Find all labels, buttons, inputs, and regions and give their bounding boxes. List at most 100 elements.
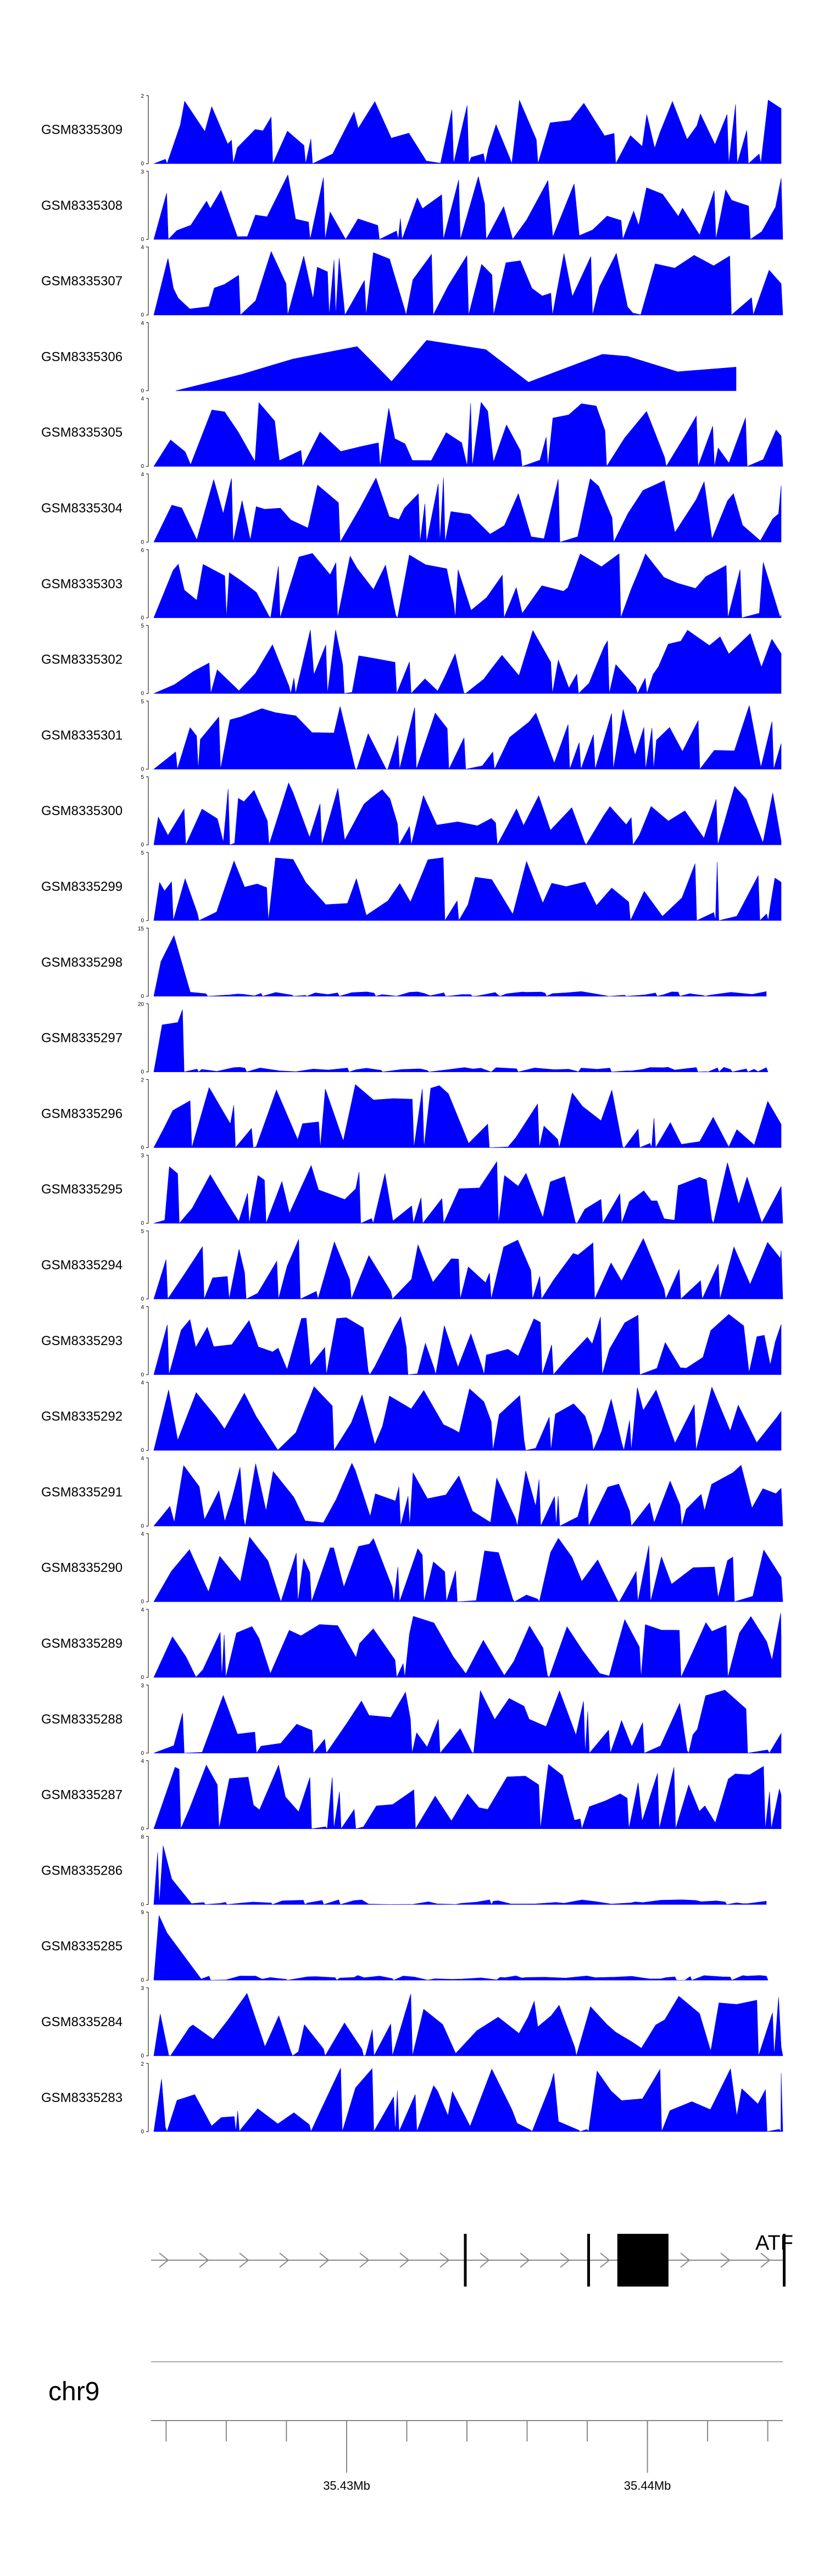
ytick-label-max: 4: [141, 1607, 144, 1613]
coverage-area: [153, 1536, 783, 1603]
ytick-label-max: 4: [141, 1304, 144, 1311]
track-label: GSM8335295: [41, 1182, 123, 1197]
ytick-label-max: 4: [141, 320, 144, 326]
coverage-area: [153, 402, 783, 467]
ytick-label-zero: 0: [141, 1675, 144, 1681]
track-label: GSM8335296: [41, 1106, 123, 1121]
chromosome-label: chr9: [48, 2377, 99, 2406]
coverage-track: GSM8335289 4 0: [41, 1607, 782, 1681]
track-label: GSM8335303: [41, 577, 123, 592]
track-label: GSM8335292: [41, 1409, 123, 1424]
ytick-label-zero: 0: [141, 1220, 144, 1226]
ytick-label-zero: 0: [141, 313, 144, 319]
ytick-label-zero: 0: [141, 1977, 144, 1983]
ytick-label-zero: 0: [141, 1750, 144, 1757]
ytick-label-zero: 0: [141, 1145, 144, 1151]
coverage-track: GSM8335304 4 0: [41, 472, 782, 545]
ytick-label-zero: 0: [141, 1826, 144, 1832]
strand-arrow: [279, 2252, 289, 2268]
ytick-label-zero: 0: [141, 161, 144, 167]
coverage-track: GSM8335301 5 0: [41, 699, 782, 772]
track-label: GSM8335300: [41, 804, 123, 818]
coverage-track: GSM8335292 4 0: [41, 1380, 782, 1454]
ytick-label-max: 3: [141, 169, 144, 175]
gene-exon: [617, 2234, 669, 2287]
ytick-label-max: 4: [141, 1531, 144, 1537]
coverage-track: GSM8335284 3 0: [41, 1986, 783, 2059]
coverage-area: [153, 1009, 769, 1073]
ytick-label-zero: 0: [141, 2129, 144, 2135]
ytick-label-max: 5: [141, 850, 144, 856]
ytick-label-max: 2: [141, 93, 144, 99]
track-label: GSM8335289: [41, 1636, 123, 1651]
coverage-track: GSM8335307 4 0: [41, 245, 783, 319]
track-label: GSM8335298: [41, 955, 123, 970]
ytick-label-zero: 0: [141, 691, 144, 697]
ytick-label-max: 15: [138, 926, 144, 932]
coverage-area: [153, 782, 782, 846]
ytick-label-max: 9: [141, 1910, 144, 1916]
ytick-label-zero: 0: [141, 994, 144, 1000]
ytick-label-max: 4: [141, 396, 144, 402]
gene-exon: [783, 2234, 786, 2287]
coverage-track: GSM8335300 5 0: [41, 774, 782, 848]
coverage-area: [153, 553, 782, 618]
coverage-track: GSM8335303 6 0: [41, 548, 782, 621]
ytick-label-max: 5: [141, 623, 144, 629]
ytick-label-max: 4: [141, 472, 144, 478]
strand-arrow: [199, 2252, 209, 2268]
ytick-label-max: 4: [141, 1456, 144, 1462]
track-label: GSM8335307: [41, 274, 123, 289]
coverage-track: GSM8335285 9 0: [41, 1910, 769, 1983]
coverage-track: GSM8335299 5 0: [41, 850, 782, 924]
track-label: GSM8335304: [41, 501, 123, 516]
track-label: GSM8335297: [41, 1031, 123, 1046]
gene-track: ATF: [151, 2232, 793, 2287]
ytick-label-zero: 0: [141, 539, 144, 545]
coverage-area: [153, 1690, 782, 1754]
ytick-label-max: 3: [141, 1986, 144, 1992]
strand-arrow: [359, 2252, 370, 2268]
ytick-label-max: 2: [141, 1077, 144, 1083]
ytick-label-zero: 0: [141, 842, 144, 848]
coverage-area: [153, 99, 782, 165]
track-label: GSM8335306: [41, 349, 123, 364]
track-label: GSM8335291: [41, 1485, 123, 1499]
track-label: GSM8335293: [41, 1334, 123, 1348]
coverage-track: GSM8335290 4 0: [41, 1531, 783, 1605]
strand-arrow: [399, 2252, 410, 2268]
coverage-track: GSM8335288 3 0: [41, 1683, 782, 1757]
track-label: GSM8335284: [41, 2015, 123, 2029]
strand-arrow: [159, 2252, 169, 2268]
coverage-track: GSM8335302 5 0: [41, 623, 782, 697]
ytick-label-zero: 0: [141, 1599, 144, 1605]
ytick-label-max: 3: [141, 1683, 144, 1689]
coverage-area: [153, 1314, 782, 1375]
coverage-track: GSM8335293 4 0: [41, 1304, 782, 1378]
coverage-track: GSM8335295 3 0: [41, 1153, 783, 1226]
coverage-track: GSM8335297 20 0: [41, 1002, 769, 1075]
coverage-track: GSM8335286 8 0: [41, 1834, 767, 1908]
ytick-label-max: 5: [141, 1229, 144, 1235]
strand-arrow: [560, 2252, 570, 2268]
coverage-track: GSM8335309 2 0: [41, 93, 782, 167]
coverage-area: [153, 1463, 783, 1527]
strand-arrow: [680, 2252, 691, 2268]
coverage-area: [153, 1238, 783, 1300]
strand-arrow: [520, 2252, 530, 2268]
ytick-label-max: 5: [141, 774, 144, 780]
coverage-area: [153, 2068, 783, 2132]
gene-exon: [587, 2234, 590, 2287]
strand-arrow: [239, 2252, 249, 2268]
ytick-label-zero: 0: [141, 2053, 144, 2059]
coverage-area: [153, 935, 767, 997]
ytick-label-max: 4: [141, 1759, 144, 1765]
ytick-label-max: 3: [141, 1153, 144, 1159]
track-label: GSM8335301: [41, 728, 123, 743]
ytick-label-max: 6: [141, 548, 144, 554]
ytick-label-zero: 0: [141, 918, 144, 924]
coverage-area: [153, 1084, 782, 1148]
strand-arrow: [760, 2252, 771, 2268]
coverage-area: [175, 340, 737, 391]
coverage-area: [153, 477, 782, 543]
